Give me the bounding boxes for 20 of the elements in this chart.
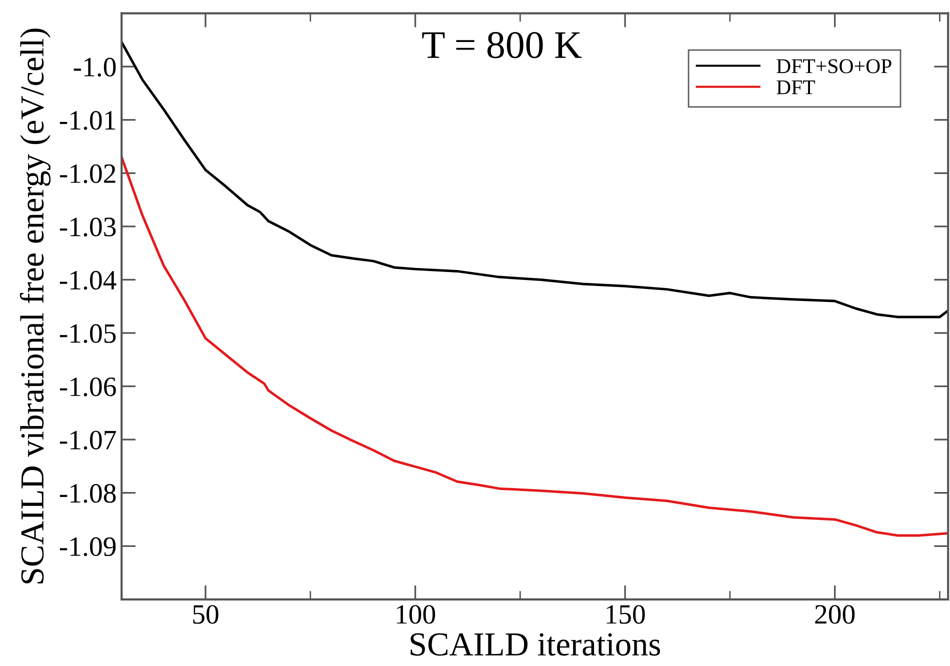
- y-tick-label: -1.04: [60, 270, 116, 290]
- x-tick-label: 150: [606, 605, 645, 624]
- y-axis-title: SCAILD vibrational free energy (eV/cell): [20, 28, 51, 584]
- y-tick-label: -1.06: [60, 377, 116, 396]
- y-tick-label: -1.01: [60, 111, 116, 130]
- y-tick-label: -1.07: [60, 430, 116, 450]
- y-tick-label: -1.02: [60, 164, 116, 184]
- y-tick-label: -1.09: [60, 537, 116, 556]
- y-tick-label: -1.08: [60, 484, 116, 503]
- x-tick-label: 100: [396, 605, 436, 624]
- y-tick-label: -1.0: [74, 58, 116, 77]
- y-tick-label: -1.05: [60, 324, 116, 344]
- legend-label: DFT+SO+OP: [776, 59, 892, 74]
- x-tick-label: 50: [193, 605, 218, 624]
- line-series: [122, 156, 948, 537]
- x-axis-title: SCAILD iterations: [410, 633, 660, 656]
- y-tick-label: -1.03: [60, 218, 116, 236]
- x-tick-label: 200: [815, 605, 855, 624]
- legend-label: DFT: [776, 80, 816, 94]
- annotation: T = 800 K: [422, 32, 582, 58]
